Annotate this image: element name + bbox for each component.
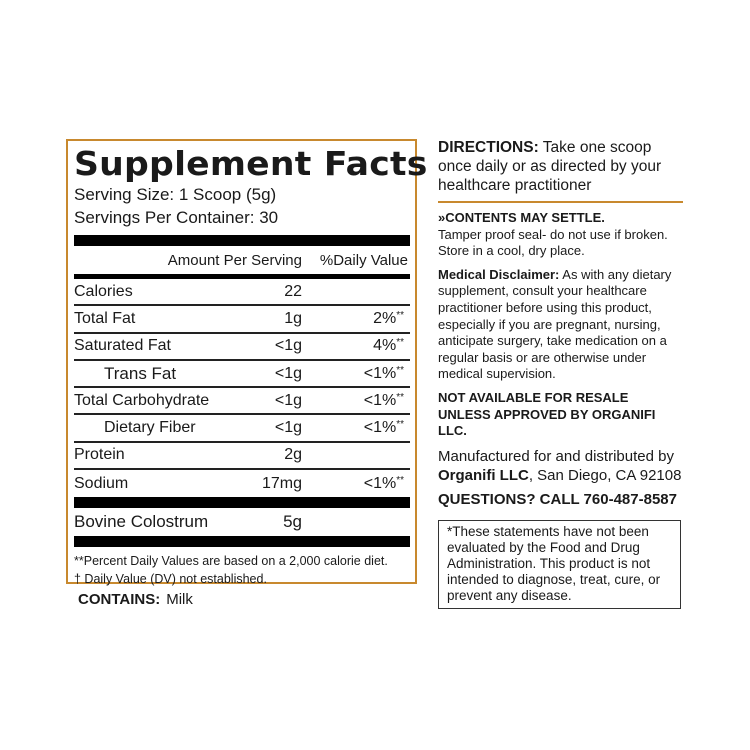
dv-footnote-mark: ** [396, 309, 404, 321]
nutrient-dv: <1%** [302, 365, 410, 383]
nutrient-row: Total Carbohydrate <1g <1%** [74, 388, 410, 416]
nutrient-amount: <1g [274, 419, 302, 437]
nutrient-amount: 22 [284, 282, 302, 300]
settle-text: Tamper proof seal- do not use if broken.… [438, 226, 668, 259]
ingredient-name: Bovine Colostrum [74, 512, 209, 532]
nutrient-name: Sodium [74, 474, 129, 492]
medical-text: As with any dietary supplement, consult … [438, 266, 672, 382]
dv-value: <1% [363, 419, 397, 437]
directions-label: DIRECTIONS: [438, 139, 539, 156]
supplement-facts-panel: Supplement Facts Serving Size: 1 Scoop (… [66, 139, 427, 586]
servings-per-container: Servings Per Container: 30 [74, 208, 279, 227]
nutrient-row: Total Fat 1g 2%** [74, 306, 410, 334]
divider-orange [438, 201, 683, 203]
nutrient-row: Calories 22 [74, 279, 410, 307]
nutrient-name: Dietary Fiber [104, 419, 196, 437]
dv-footnote-mark: ** [396, 391, 404, 403]
nutrient-row: Trans Fat <1g <1%** [74, 361, 410, 389]
dv-footnote-mark: ** [396, 419, 404, 431]
nutrient-amount: <1g [274, 391, 302, 409]
header-dv: %Daily Value [319, 251, 408, 269]
ingredient-row: Bovine Colostrum 5g [74, 508, 410, 536]
company-location: , San Diego, CA 92108 [528, 466, 682, 484]
dv-value: <1% [363, 391, 397, 409]
settle-label: »CONTENTS MAY SETTLE. [438, 210, 605, 225]
divider-thick [74, 235, 410, 246]
dv-footnote-mark: ** [396, 474, 404, 486]
serving-size: Serving Size: 1 Scoop (5g) [74, 185, 277, 204]
nutrient-row: Sodium 17mg <1%** [74, 470, 410, 497]
contains-label: CONTAINS: [78, 591, 161, 608]
nutrient-name: Trans Fat [104, 363, 177, 383]
nutrient-name: Calories [74, 282, 133, 300]
dv-value: 4% [373, 337, 397, 355]
fda-disclaimer-box: *These statements have not been evaluate… [438, 520, 681, 610]
directions-text: Take one scoop once daily or as directed… [438, 139, 662, 194]
nutrient-row: Dietary Fiber <1g <1%** [74, 415, 410, 443]
ingredient-amount: 5g [283, 512, 302, 532]
nutrient-dv: <1%** [302, 475, 410, 493]
dv-value: <1% [363, 474, 397, 492]
nutrient-dv: <1%** [302, 419, 410, 437]
nutrient-amount: 1g [284, 309, 302, 327]
questions-phone: QUESTIONS? CALL 760-487-8587 [438, 490, 677, 508]
dv-value: 2% [373, 309, 397, 327]
company-name: Organifi LLC [438, 466, 529, 484]
column-header: Amount Per Serving %Daily Value [74, 246, 410, 274]
nutrient-name: Protein [74, 446, 125, 464]
divider-thick [74, 497, 410, 509]
footnote-dagger: † Daily Value (DV) not established. [74, 572, 267, 587]
dv-footnote-mark: ** [396, 364, 404, 376]
header-amount: Amount Per Serving [167, 251, 302, 269]
dv-footnote-mark: ** [396, 337, 404, 349]
nutrient-row: Protein 2g [74, 443, 410, 471]
nutrient-row: Saturated Fat <1g 4%** [74, 334, 410, 361]
directions: DIRECTIONS: Take one scoop once daily or… [438, 138, 683, 195]
nutrient-dv: 2%** [302, 310, 410, 328]
dv-value: <1% [363, 364, 397, 382]
allergen-statement: CONTAINS: Milk [78, 591, 193, 608]
contains-value: Milk [166, 591, 193, 608]
footnote-dv: **Percent Daily Values are based on a 2,… [74, 554, 388, 569]
medical-label: Medical Disclaimer: [438, 266, 560, 282]
nutrient-amount: 17mg [261, 474, 302, 492]
resale-notice: NOT AVAILABLE FOR RESALE UNLESS APPROVED… [438, 389, 656, 439]
footnotes: **Percent Daily Values are based on a 2,… [74, 552, 410, 588]
storage-notice: »CONTENTS MAY SETTLE. Tamper proof seal- … [438, 210, 683, 260]
panel-title: Supplement Facts [74, 144, 428, 183]
nutrient-name: Total Fat [74, 309, 136, 327]
nutrient-amount: 2g [284, 446, 302, 464]
divider-medium [74, 274, 410, 279]
manufacturer: Manufactured for and distributed by Orga… [438, 447, 683, 485]
nutrient-name: Saturated Fat [74, 337, 171, 355]
label-info-column: DIRECTIONS: Take one scoop once daily or… [438, 138, 683, 610]
nutrient-dv: 4%** [302, 337, 410, 355]
nutrient-amount: <1g [274, 337, 302, 355]
manufactured-text: Manufactured for and distributed by [438, 447, 674, 465]
medical-disclaimer: Medical Disclaimer: As with any dietary … [438, 267, 683, 383]
nutrient-dv: <1%** [302, 392, 410, 410]
divider-thick [74, 536, 410, 548]
nutrient-amount: <1g [274, 364, 302, 382]
nutrient-name: Total Carbohydrate [74, 391, 210, 409]
